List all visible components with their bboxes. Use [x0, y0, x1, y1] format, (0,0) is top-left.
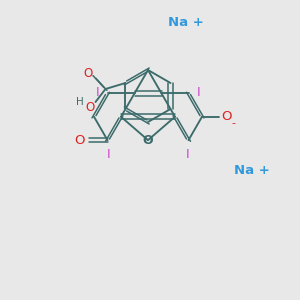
- Text: O: O: [74, 134, 85, 147]
- Text: I: I: [196, 86, 200, 99]
- Text: I: I: [96, 86, 100, 99]
- Text: O: O: [84, 67, 93, 80]
- Text: Na +: Na +: [168, 16, 204, 28]
- Text: O: O: [221, 110, 231, 123]
- Text: I: I: [107, 148, 110, 160]
- Text: I: I: [186, 148, 189, 160]
- Text: O: O: [86, 100, 95, 113]
- Text: -: -: [231, 118, 235, 128]
- Text: H: H: [76, 97, 83, 107]
- Text: Na +: Na +: [234, 164, 270, 176]
- Text: O: O: [143, 134, 153, 147]
